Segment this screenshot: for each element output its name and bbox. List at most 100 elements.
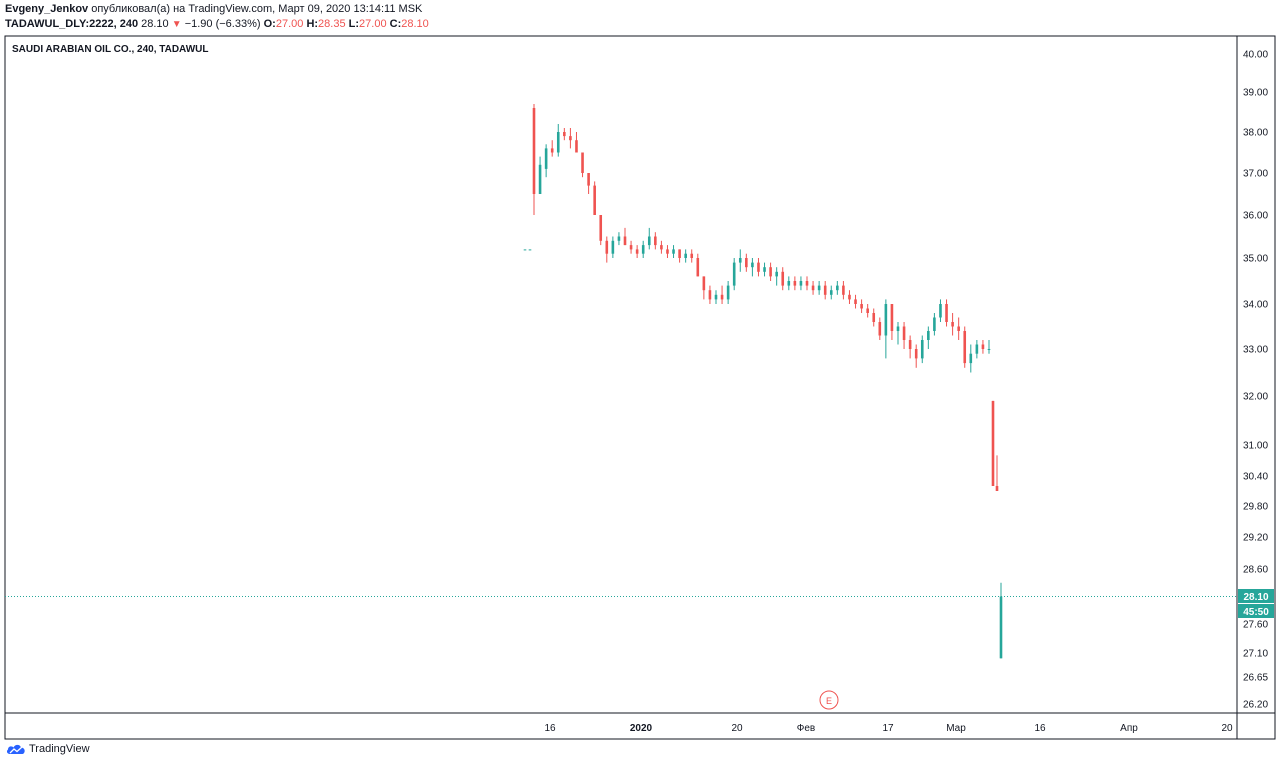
candle-body <box>593 185 596 215</box>
candle-body <box>981 344 985 349</box>
candle <box>605 236 609 263</box>
candle <box>969 344 973 373</box>
price-axis[interactable]: 40.00 39.00 38.00 37.00 36.00 35.00 34.00 33.00… <box>1243 50 1268 711</box>
candle-body <box>544 148 548 169</box>
candle <box>563 128 566 141</box>
candle-body <box>654 236 657 246</box>
low-label: L: <box>348 18 360 30</box>
candle-body <box>927 331 930 340</box>
price-tick-label: 29.80 <box>1243 502 1268 513</box>
candle-body <box>902 326 906 340</box>
earnings-event-marker[interactable] <box>819 690 839 710</box>
price-tick-label: 40.00 <box>1243 50 1268 61</box>
candle-body <box>666 249 669 254</box>
candle <box>787 276 791 291</box>
candle <box>811 281 815 295</box>
candle <box>927 326 930 349</box>
candle-body <box>860 304 863 309</box>
candle-body <box>866 308 869 313</box>
candle-body <box>829 290 833 295</box>
candle-body <box>884 304 888 336</box>
chart-title: SAUDI ARABIAN OIL CO., 240, TADAWUL <box>12 44 209 55</box>
candle <box>629 240 633 254</box>
symbol-label: TADAWUL_DLY:2222, 240 <box>5 18 139 30</box>
candle-body <box>538 164 542 194</box>
candle <box>793 276 797 291</box>
candle-body <box>991 400 995 486</box>
candle <box>641 240 645 258</box>
candle-body <box>939 304 942 318</box>
candle-body <box>933 317 936 331</box>
tradingview-cloud-icon <box>6 744 25 754</box>
candle <box>714 290 718 304</box>
candle-body <box>811 285 815 291</box>
candle-body <box>878 322 882 336</box>
candle <box>775 267 778 286</box>
candle-body <box>896 326 900 331</box>
candle <box>896 322 900 345</box>
candle <box>732 258 736 291</box>
candle-body <box>995 486 999 491</box>
published-text: опубликовал(а) на TradingView.com, Март … <box>91 3 423 15</box>
candle <box>726 281 730 304</box>
close-value: 28.10 <box>401 18 429 30</box>
price-tick-label: 36.00 <box>1243 211 1268 222</box>
candle-body <box>556 132 560 153</box>
candle <box>660 240 663 254</box>
price-tick-label: 30.40 <box>1243 472 1268 483</box>
candle-body <box>757 262 760 272</box>
time-axis[interactable]: 16 2020 20 Фев 17 Мар 16 Апр 20 <box>544 723 1233 734</box>
candle <box>635 245 639 258</box>
candle-body <box>969 353 973 364</box>
candle <box>575 132 578 153</box>
candle <box>528 249 532 251</box>
price-tick-label: 38.00 <box>1243 128 1268 139</box>
candle-body <box>763 267 766 272</box>
candle <box>963 326 967 368</box>
candle-body <box>787 281 791 286</box>
candle <box>763 262 766 277</box>
last-price-tag-text: 28.10 <box>1243 592 1268 603</box>
candle <box>995 455 999 491</box>
price-tick-label: 29.20 <box>1243 533 1268 544</box>
candle-body <box>951 322 954 327</box>
candle-body <box>775 271 778 277</box>
candle <box>991 400 995 486</box>
candle <box>617 232 621 246</box>
candle <box>611 236 615 258</box>
candle-body <box>641 245 645 254</box>
candle-body <box>647 236 651 246</box>
price-tick-label: 39.00 <box>1243 88 1268 99</box>
candle <box>914 344 918 368</box>
time-tick-label: Апр <box>1120 723 1138 734</box>
candle <box>957 317 960 340</box>
price-chart[interactable]: SAUDI ARABIAN OIL CO., 240, TADAWUL 40.0… <box>0 0 1280 740</box>
candle-body <box>823 285 827 295</box>
candle-body <box>660 245 663 250</box>
candle-body <box>563 132 566 137</box>
candle <box>587 173 590 194</box>
high-label: H: <box>306 18 319 30</box>
footer-brand[interactable]: TradingView <box>6 743 90 755</box>
author-name[interactable]: Evgeny_Jenkov <box>5 3 89 15</box>
candle-body <box>945 304 948 322</box>
candle <box>672 245 675 258</box>
candle-body <box>799 281 803 286</box>
time-tick-label: Мар <box>946 723 966 734</box>
candle <box>884 299 888 359</box>
candle-body <box>842 285 845 295</box>
candle <box>781 267 785 291</box>
candle-body <box>617 236 621 241</box>
candle <box>751 258 754 277</box>
candle <box>757 258 760 277</box>
time-tick-label: 16 <box>1034 723 1046 734</box>
candle-body <box>550 148 554 153</box>
candle <box>538 156 542 194</box>
candle-body <box>611 240 615 254</box>
price-tick-label: 35.00 <box>1243 254 1268 265</box>
candle <box>939 299 942 322</box>
candle <box>805 276 809 291</box>
candle <box>829 285 833 300</box>
candle-body <box>890 304 894 331</box>
candle <box>860 299 863 313</box>
